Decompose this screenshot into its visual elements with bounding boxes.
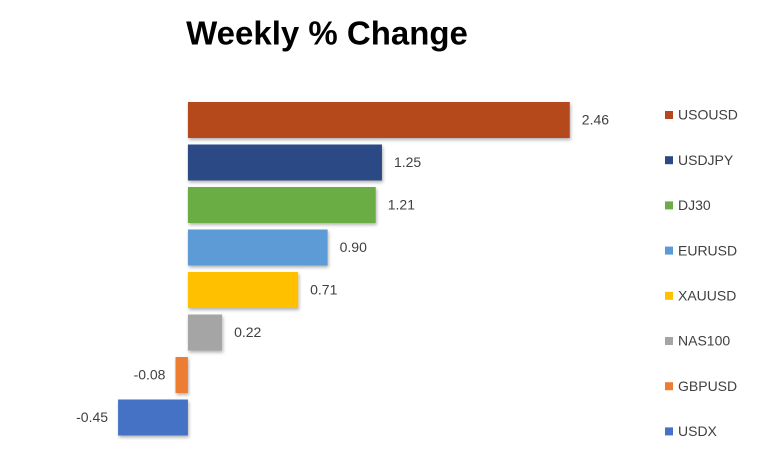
legend-label: USOUSD: [678, 107, 738, 123]
value-label: 1.25: [394, 154, 421, 170]
value-label: 0.90: [340, 239, 367, 255]
chart-title: Weekly % Change: [186, 15, 468, 52]
legend-swatch: [665, 427, 673, 436]
value-label: -0.08: [134, 367, 166, 383]
value-label: 0.71: [310, 282, 337, 298]
legend-label: DJ30: [678, 197, 711, 213]
legend-label: USDJPY: [678, 152, 734, 168]
legend-label: NAS100: [678, 333, 730, 349]
legend-label: EURUSD: [678, 242, 737, 258]
bar: [187, 102, 570, 138]
value-label: -0.45: [76, 409, 108, 425]
value-label: 2.46: [582, 112, 609, 128]
bar: [187, 229, 328, 266]
legend-swatch: [665, 201, 673, 210]
value-label: 0.22: [234, 324, 261, 340]
bar: [175, 357, 188, 393]
bar: [187, 314, 223, 351]
bar: [187, 144, 382, 181]
legend-swatch: [665, 337, 673, 345]
bar: [118, 399, 188, 436]
legend-swatch: [665, 156, 673, 165]
legend-label: XAUUSD: [678, 288, 736, 304]
legend-swatch: [665, 111, 673, 119]
legend-swatch: [665, 246, 673, 255]
legend-swatch: [665, 291, 673, 300]
legend-label: USDX: [678, 423, 718, 439]
bar: [187, 187, 376, 223]
value-label: 1.21: [388, 197, 415, 213]
legend-label: GBPUSD: [678, 378, 737, 394]
bar: [187, 272, 299, 308]
legend-swatch: [665, 382, 673, 391]
